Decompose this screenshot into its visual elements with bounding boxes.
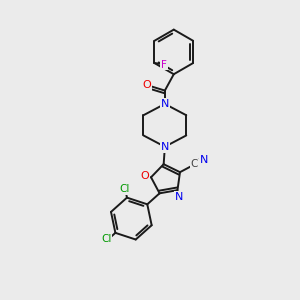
Text: N: N [161,99,169,109]
Text: Cl: Cl [119,184,130,194]
Text: Cl: Cl [101,234,111,244]
Text: N: N [175,192,183,202]
Text: F: F [161,59,167,70]
Text: O: O [143,80,152,90]
Text: N: N [200,155,208,165]
Text: O: O [141,171,149,181]
Text: N: N [161,142,169,152]
Text: C: C [191,160,198,170]
